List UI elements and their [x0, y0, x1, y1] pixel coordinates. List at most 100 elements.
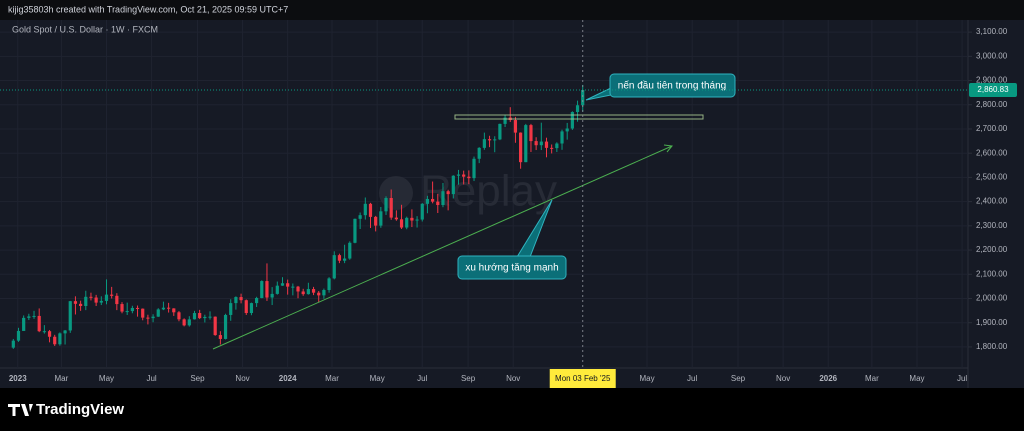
candle-body	[550, 147, 554, 149]
y-tick-label: 3,100.00	[976, 27, 1008, 36]
candle-body	[363, 203, 367, 216]
candle-body	[203, 316, 207, 319]
candle-body	[322, 290, 326, 296]
candle-body	[555, 143, 559, 149]
candle-body	[301, 291, 305, 295]
x-tick-label: Sep	[190, 374, 205, 383]
candle-body	[317, 292, 321, 296]
candle-body	[425, 198, 430, 204]
candle-body	[524, 125, 528, 163]
candle-body	[104, 294, 109, 301]
x-tick-label: 2024	[279, 374, 297, 383]
candle-body	[79, 303, 83, 307]
callout-box	[457, 255, 567, 280]
candle-body	[89, 296, 93, 298]
callout-text: nến đầu tiên trong tháng	[618, 80, 726, 92]
candle-body	[482, 139, 486, 148]
candle-body	[27, 316, 31, 318]
candle-body	[544, 141, 549, 148]
logo-icon	[8, 404, 33, 416]
candle-body	[218, 335, 222, 339]
time-axis	[0, 368, 968, 388]
y-tick-label: 2,000.00	[976, 294, 1008, 303]
zone-rectangle	[454, 114, 704, 120]
candle-body	[431, 198, 435, 202]
crosshair-label: Mon 03 Feb '25	[555, 374, 611, 383]
candle-body	[11, 340, 15, 348]
candle-body	[503, 117, 507, 124]
candle-body	[379, 211, 383, 226]
candle-body	[327, 278, 331, 291]
candle-body	[462, 174, 466, 177]
candle-body	[53, 336, 57, 345]
candle-body	[270, 293, 274, 298]
annotation: nến đầu tiên trong tháng	[585, 73, 736, 101]
candle-body	[125, 311, 129, 313]
y-tick-label: 1,900.00	[976, 318, 1008, 327]
candle-body	[534, 141, 538, 146]
footer-bar	[0, 395, 1024, 431]
candle-body	[182, 319, 186, 326]
candle-body	[192, 313, 197, 320]
overlay: 2,860.83 Mon 03 Feb '25	[0, 20, 1017, 388]
trend-line	[212, 145, 673, 350]
trend-arrow	[663, 144, 673, 153]
candle-body	[581, 90, 585, 106]
candle-body	[384, 197, 388, 212]
candle-body	[539, 141, 543, 146]
x-tick-label: May	[370, 374, 385, 383]
annotation: xu hướng tăng mạnh	[457, 199, 567, 280]
x-tick-label: Mar	[54, 374, 68, 383]
candle-body	[229, 303, 233, 315]
candle-body	[570, 112, 574, 129]
y-tick-label: 2,400.00	[976, 197, 1008, 206]
watermark-icon	[379, 176, 413, 210]
candle-body	[16, 330, 21, 341]
candle-body	[560, 131, 564, 144]
candle-body	[519, 132, 523, 163]
candle-body	[405, 217, 409, 228]
header-credit: kijig35803h created with TradingView.com…	[8, 4, 288, 14]
x-tick-label: Jul	[417, 374, 427, 383]
candle-body	[493, 139, 497, 141]
crosshair-tag	[549, 369, 616, 388]
x-tick-label: Jul	[146, 374, 156, 383]
candle-body	[63, 330, 67, 334]
candle-body	[368, 203, 373, 217]
x-tick-label: May	[909, 374, 924, 383]
candle-body	[151, 316, 155, 319]
candle-body	[244, 300, 248, 314]
candle-body	[120, 304, 124, 312]
candle-body	[260, 281, 264, 299]
price-axis	[968, 20, 1024, 388]
x-tick-label: Nov	[776, 374, 790, 383]
candle-body	[420, 203, 424, 220]
candle-body	[208, 316, 212, 318]
x-tick-label: May	[639, 374, 654, 383]
y-tick-label: 1,800.00	[976, 342, 1008, 351]
y-tick-label: 2,200.00	[976, 245, 1008, 254]
candle-body	[399, 219, 404, 228]
candle-body	[156, 309, 160, 317]
candle-body	[99, 300, 103, 303]
candle-body	[286, 283, 290, 287]
candle-body	[529, 125, 533, 142]
candle-body	[94, 297, 98, 303]
candle-body	[177, 312, 181, 320]
candle-body	[389, 197, 393, 218]
candle-body	[198, 313, 202, 319]
candle-body	[146, 317, 150, 319]
candle-body	[84, 296, 88, 307]
x-tick-label: Jul	[957, 374, 967, 383]
candle-body	[135, 307, 140, 309]
candle-body	[446, 191, 450, 195]
plot-area	[0, 20, 968, 368]
candle-body	[73, 301, 78, 304]
x-tick-label: 2023	[9, 374, 27, 383]
candle-body	[249, 303, 254, 314]
candle-body	[110, 294, 114, 296]
candle-body	[32, 315, 36, 317]
candle-body	[275, 285, 279, 294]
candle-body	[415, 219, 419, 221]
